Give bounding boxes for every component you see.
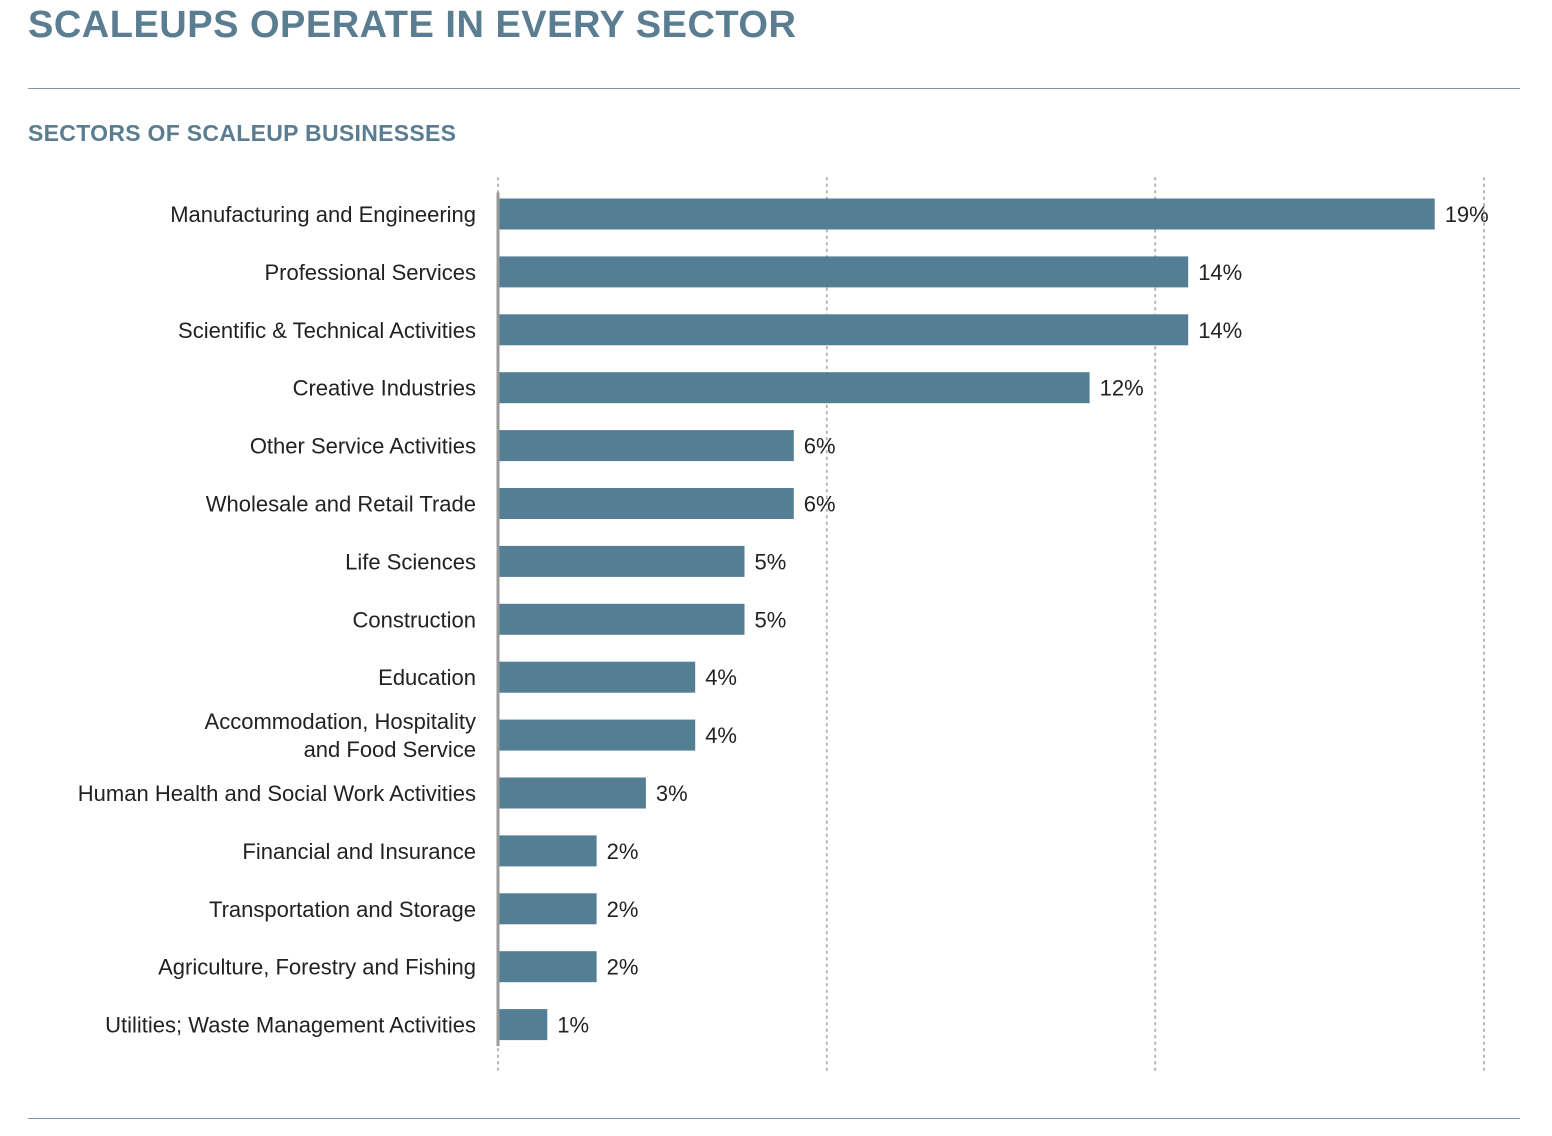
bar — [498, 314, 1189, 346]
value-label: 19% — [1445, 202, 1489, 227]
bar — [498, 719, 696, 751]
value-label: 2% — [607, 897, 639, 922]
bar — [498, 372, 1090, 404]
category-label: Creative Industries — [293, 376, 476, 401]
category-label: Life Sciences — [345, 549, 476, 574]
bar — [498, 835, 597, 867]
bars — [498, 198, 1435, 1041]
category-label: Transportation and Storage — [209, 897, 476, 922]
category-label: Other Service Activities — [250, 434, 476, 459]
bar — [498, 430, 794, 462]
category-label: Financial and Insurance — [242, 839, 476, 864]
value-label: 14% — [1198, 260, 1242, 285]
top-divider — [28, 88, 1520, 89]
bar — [498, 488, 794, 519]
bar — [498, 545, 745, 577]
value-label: 1% — [557, 1013, 589, 1038]
bar — [498, 661, 696, 693]
value-label: 3% — [656, 781, 688, 806]
value-label: 6% — [804, 492, 836, 517]
category-label: Wholesale and Retail Trade — [206, 492, 476, 517]
category-label: and Food Service — [304, 737, 476, 762]
category-label: Agriculture, Forestry and Fishing — [158, 955, 476, 980]
page-title: SCALEUPS OPERATE IN EVERY SECTOR — [28, 4, 797, 46]
bar — [498, 951, 597, 983]
value-label: 2% — [607, 839, 639, 864]
chart-title: SECTORS OF SCALEUP BUSINESSES — [28, 120, 457, 146]
category-label: Construction — [352, 607, 476, 632]
bar — [498, 256, 1189, 288]
value-label: 5% — [755, 607, 787, 632]
category-label: Manufacturing and Engineering — [170, 202, 476, 227]
category-label: Utilities; Waste Management Activities — [105, 1013, 476, 1038]
category-label: Education — [378, 665, 476, 690]
bar — [498, 603, 745, 635]
category-label: Scientific & Technical Activities — [178, 318, 476, 343]
value-label: 12% — [1100, 376, 1144, 401]
bar — [498, 777, 646, 809]
bar — [498, 1009, 548, 1041]
value-labels: 19% 14% 14% 12% 6% 6% 5% 5% 4% 4% 3% 2% 2% 2% 1% — [557, 202, 1488, 1038]
value-label: 4% — [705, 723, 737, 748]
value-label: 6% — [804, 434, 836, 459]
bottom-divider — [28, 1118, 1520, 1119]
value-label: 14% — [1198, 318, 1242, 343]
category-label: Human Health and Social Work Activities — [78, 781, 476, 806]
bar — [498, 893, 597, 925]
category-labels: Manufacturing and Engineering Professiona… — [78, 202, 476, 1038]
value-label: 4% — [705, 665, 737, 690]
category-label: Professional Services — [264, 260, 476, 285]
bar — [498, 198, 1435, 230]
category-label: Accommodation, Hospitality — [205, 709, 476, 734]
value-label: 2% — [607, 955, 639, 980]
value-label: 5% — [755, 549, 787, 574]
